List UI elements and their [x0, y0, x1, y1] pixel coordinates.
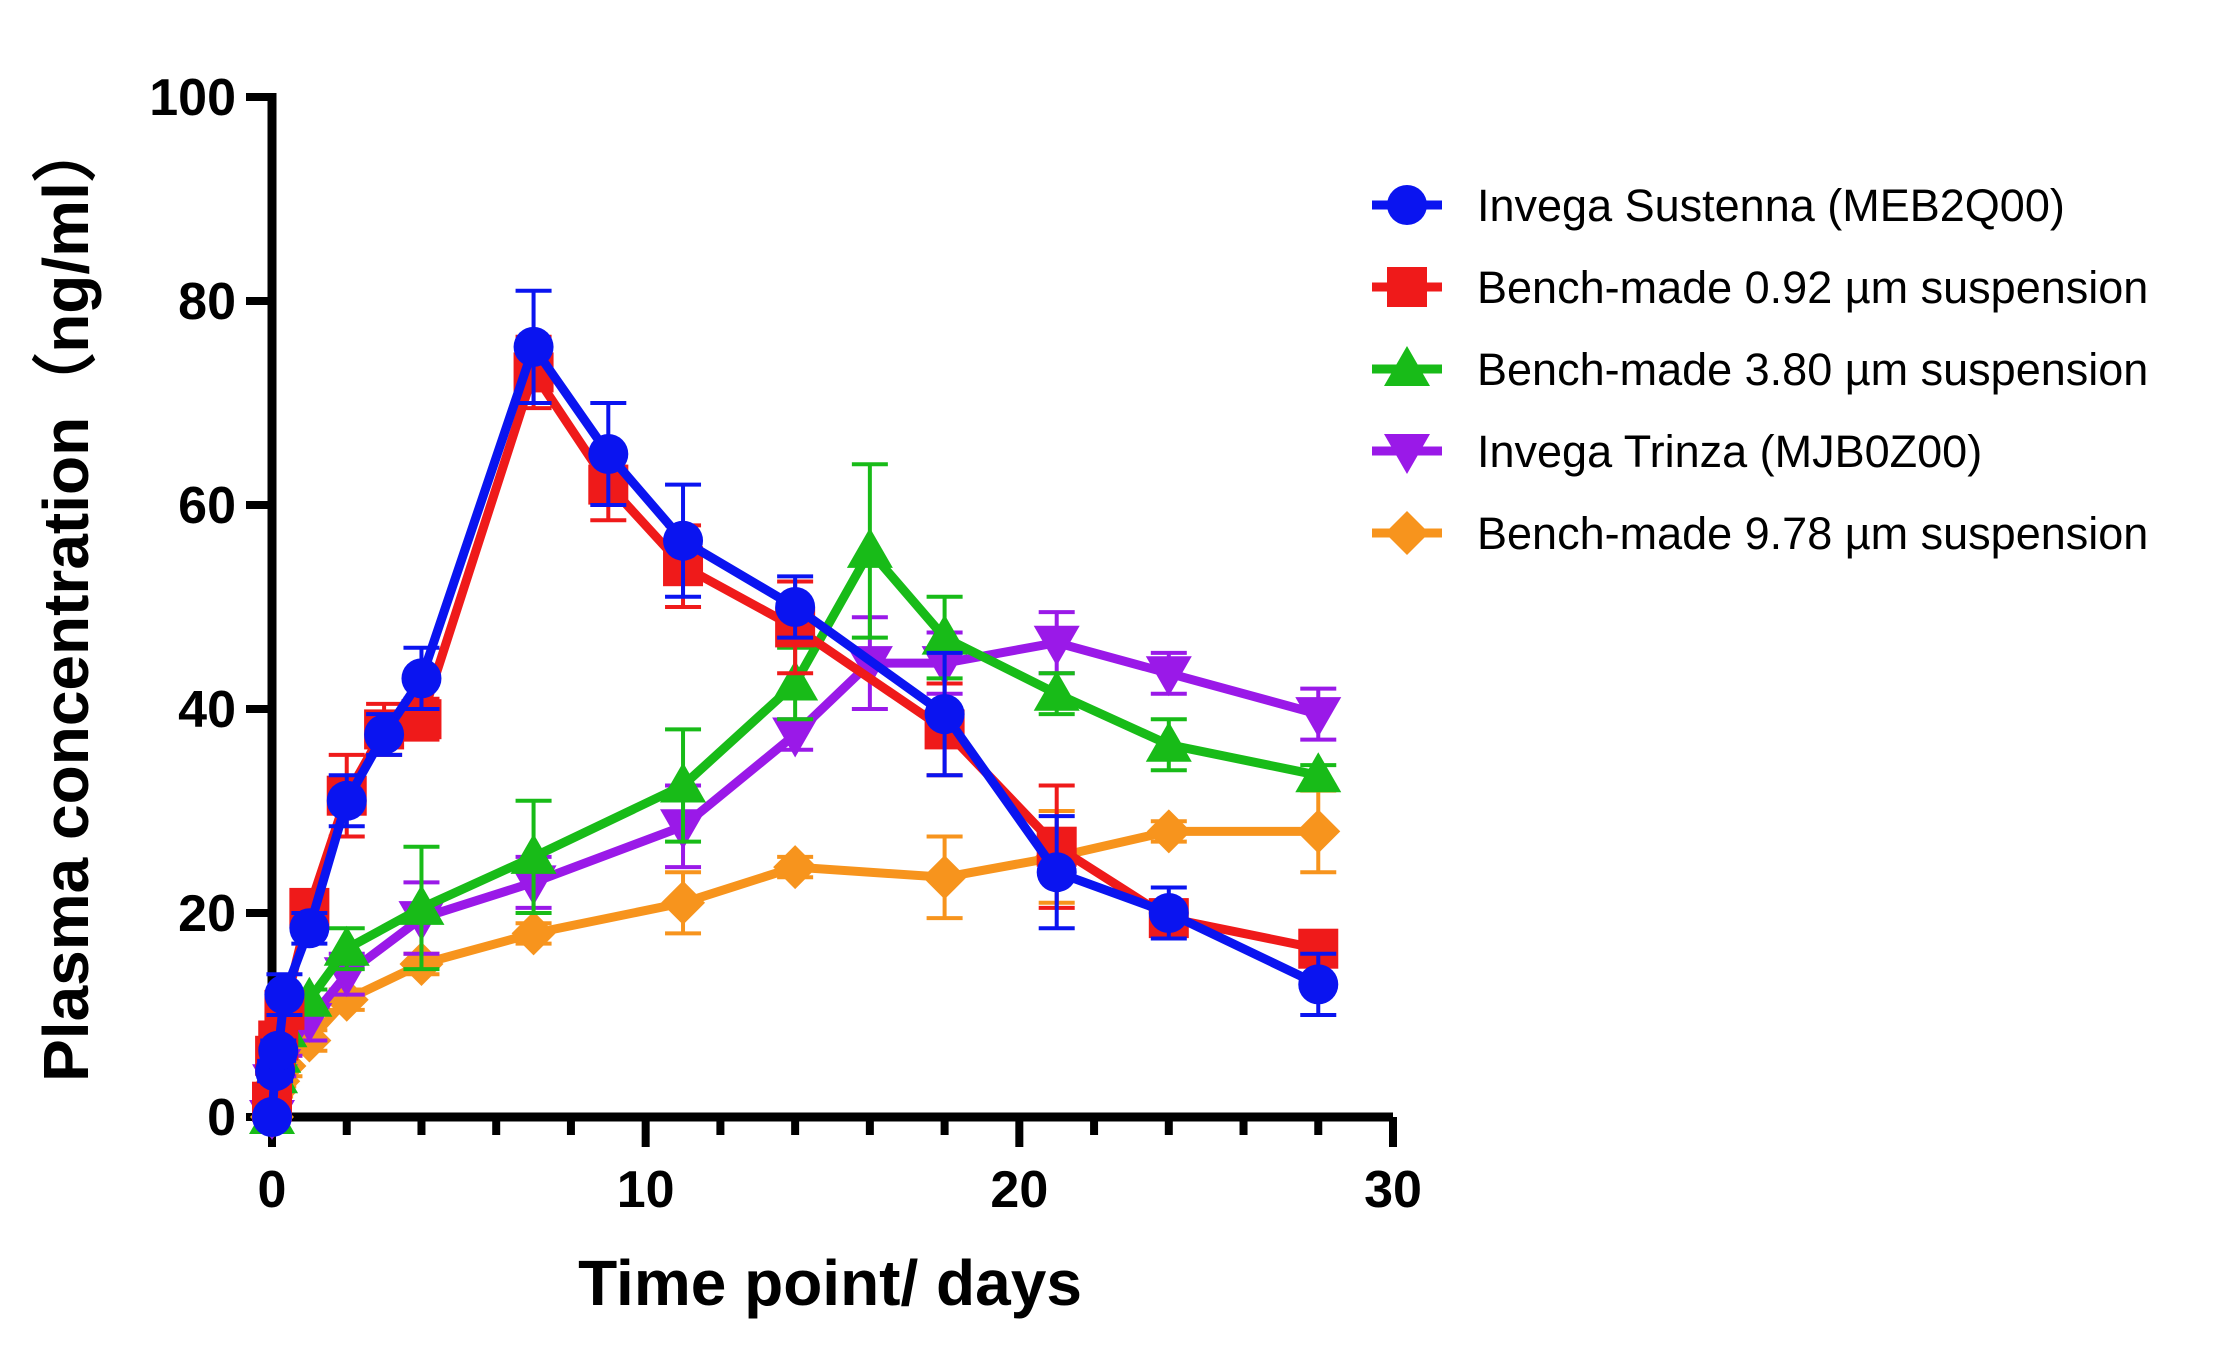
data-point — [924, 694, 965, 735]
legend-marker — [1384, 346, 1430, 386]
data-point — [398, 884, 445, 925]
data-point — [1295, 697, 1342, 738]
y-tick-label: 60 — [178, 477, 236, 535]
data-point — [252, 1097, 292, 1137]
legend-item-1: Invega Sustenna (MEB2Q00) — [1372, 180, 2065, 231]
data-point — [1036, 852, 1077, 893]
data-point — [921, 614, 968, 655]
y-tick-label: 100 — [149, 69, 236, 127]
data-point — [1145, 656, 1192, 697]
data-point — [289, 908, 330, 949]
legend-label: Bench-made 3.80 µm suspension — [1477, 344, 2148, 395]
x-tick-label: 20 — [990, 1161, 1048, 1219]
data-point — [663, 520, 704, 561]
data-point — [513, 326, 554, 367]
data-point — [1146, 809, 1191, 854]
data-point — [1295, 752, 1342, 793]
legend-item-5: Bench-made 9.78 µm suspension — [1372, 508, 2148, 559]
data-point — [1298, 964, 1339, 1005]
data-point — [846, 527, 893, 568]
data-point — [588, 434, 629, 474]
legend-marker — [1384, 434, 1430, 474]
axes: 0 20 40 60 80 100 0 10 20 30 — [149, 69, 1422, 1219]
legend-marker — [1387, 267, 1427, 307]
legend-label: Invega Sustenna (MEB2Q00) — [1477, 180, 2065, 231]
legend-label: Bench-made 9.78 µm suspension — [1477, 508, 2148, 559]
y-axis-label: Plasma concentration（ng/ml） — [30, 118, 102, 1082]
data-point — [401, 658, 442, 699]
legend-item-2: Bench-made 0.92 µm suspension — [1372, 262, 2148, 313]
data-point — [1145, 721, 1192, 762]
legend-label: Bench-made 0.92 µm suspension — [1477, 262, 2148, 313]
data-point — [775, 587, 816, 627]
data-point — [326, 780, 367, 821]
data-point — [661, 880, 706, 925]
data-point — [264, 974, 305, 1015]
y-tick-label: 80 — [178, 273, 236, 331]
x-tick-label: 0 — [258, 1161, 287, 1219]
series-5 — [250, 788, 1341, 1139]
series-1 — [252, 288, 1339, 1137]
series-3 — [249, 462, 1342, 1134]
legend: Invega Sustenna (MEB2Q00) Bench-made 0.92… — [1372, 180, 2148, 559]
x-tick-label: 10 — [617, 1161, 675, 1219]
data-point — [773, 845, 818, 890]
y-tick-label: 40 — [178, 681, 236, 739]
y-tick-label: 20 — [178, 885, 236, 943]
data-point — [1296, 809, 1341, 854]
data-point — [510, 833, 557, 874]
data-point — [660, 762, 707, 803]
x-axis-label: Time point/ days — [578, 1247, 1082, 1319]
legend-label: Invega Trinza (MJB0Z00) — [1477, 426, 1982, 477]
data-point — [772, 717, 819, 758]
data-point — [1033, 625, 1080, 666]
x-tick-label: 30 — [1364, 1161, 1422, 1219]
legend-item-3: Bench-made 3.80 µm suspension — [1372, 344, 2148, 395]
data-point — [1148, 893, 1189, 933]
data-point — [772, 660, 819, 701]
legend-marker — [1387, 185, 1427, 225]
legend-item-4: Invega Trinza (MJB0Z00) — [1372, 426, 1982, 477]
data-point — [258, 1030, 299, 1071]
plot-area — [249, 288, 1342, 1140]
data-point — [922, 855, 967, 900]
series-line — [267, 342, 1321, 1118]
data-point — [364, 714, 405, 755]
data-point — [323, 925, 370, 966]
data-point — [511, 911, 556, 956]
legend-marker — [1385, 511, 1429, 555]
data-point — [1033, 670, 1080, 711]
y-tick-label: 0 — [207, 1089, 236, 1147]
